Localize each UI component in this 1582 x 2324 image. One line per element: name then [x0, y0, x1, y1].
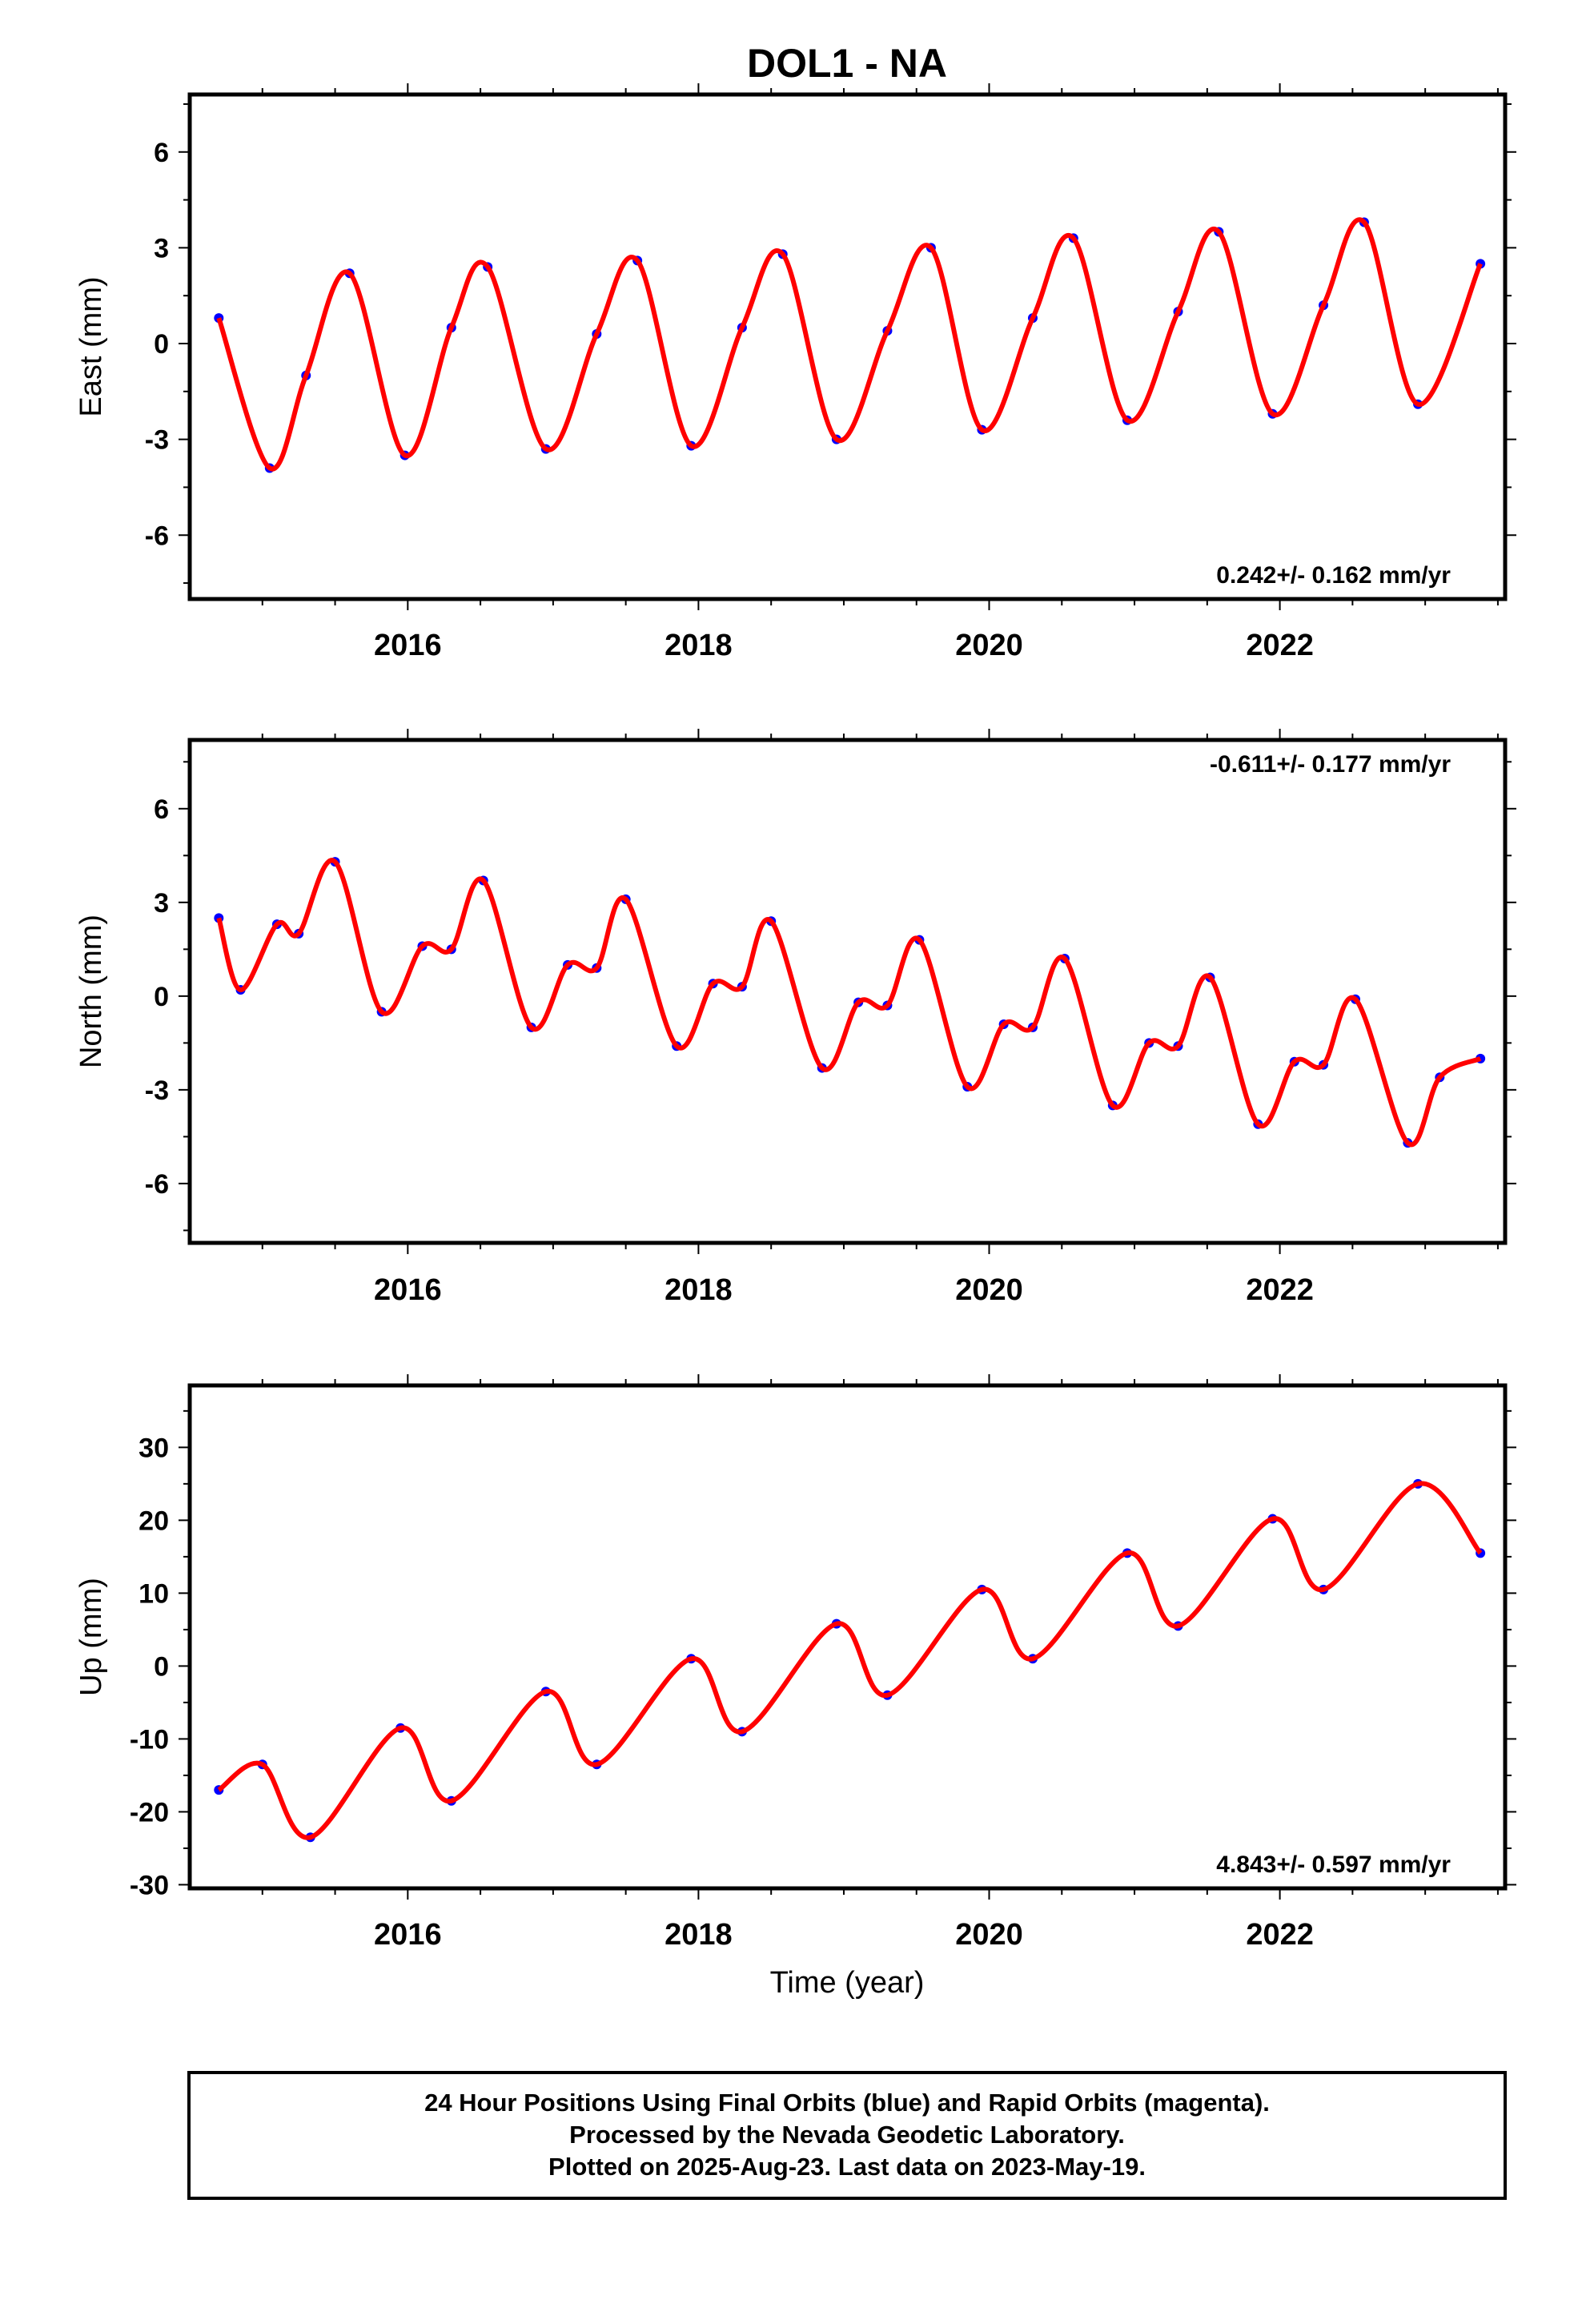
east-y-tick-label: 0: [154, 329, 169, 360]
north-y-tick-label: -3: [145, 1076, 169, 1106]
north-rate-label: -0.611+/- 0.177 mm/yr: [1210, 751, 1451, 778]
north-panel: 2016 2018 2020 2022 -6 -3 0 3 6 North (mm) -0.611+…: [74, 729, 1516, 1307]
east-y-tick-label: 6: [154, 138, 169, 168]
up-y-axis-label: Up (mm): [74, 1578, 108, 1696]
up-fit-line: [217, 1481, 1483, 1840]
up-rate-label: 4.843+/- 0.597 mm/yr: [1216, 1852, 1451, 1878]
north-x-tick-label: 2016: [374, 1273, 442, 1307]
up-y-tick-label: 30: [139, 1433, 169, 1463]
x-axis-label: Time (year): [770, 1966, 925, 2000]
up-y-tick-label: 10: [139, 1578, 169, 1609]
footer-box: 24 Hour Positions Using Final Orbits (bl…: [187, 2071, 1507, 2200]
east-x-tick-label: 2020: [955, 629, 1023, 662]
up-points: [214, 1478, 1486, 1843]
north-y-axis-label: North (mm): [74, 915, 108, 1068]
footer-line-3: Plotted on 2025-Aug-23. Last data on 202…: [548, 2153, 1146, 2181]
north-x-tick-label: 2020: [955, 1273, 1023, 1307]
up-y-tick-label: -20: [130, 1797, 169, 1827]
up-y-tick-label: 0: [154, 1651, 169, 1682]
up-x-tick-label: 2016: [374, 1918, 442, 1952]
east-y-tick-label: 3: [154, 233, 169, 263]
north-points: [214, 857, 1486, 1148]
up-x-tick-label: 2018: [665, 1918, 733, 1952]
east-y-tick-label: -6: [145, 521, 169, 551]
north-fit-line: [216, 858, 1482, 1148]
up-x-tick-label: 2020: [955, 1918, 1023, 1952]
up-x-tick-label: 2022: [1246, 1918, 1314, 1952]
figure-title: DOL1 - NA: [747, 41, 947, 86]
footer-frame: [187, 2071, 1507, 2200]
north-y-tick-label: 3: [154, 888, 169, 919]
up-plot-frame: [187, 1383, 1508, 1891]
east-y-tick-label: -3: [145, 425, 169, 456]
east-x-tick-label: 2022: [1246, 629, 1314, 662]
footer-line-2: Processed by the Nevada Geodetic Laborat…: [569, 2121, 1125, 2149]
east-x-tick-label: 2018: [665, 629, 733, 662]
up-y-tick-label: -30: [130, 1870, 169, 1900]
north-plot-frame: [187, 738, 1508, 1245]
east-plot-frame: [187, 92, 1508, 601]
east-y-axis-label: East (mm): [74, 276, 108, 416]
up-y-tick-label: 20: [139, 1506, 169, 1536]
east-x-tick-label: 2016: [374, 629, 442, 662]
north-y-tick-label: 0: [154, 982, 169, 1012]
north-y-tick-label: -6: [145, 1169, 169, 1200]
north-x-tick-label: 2022: [1246, 1273, 1314, 1307]
east-rate-label: 0.242+/- 0.162 mm/yr: [1216, 562, 1451, 589]
east-fit-line: [216, 217, 1483, 472]
east-panel: 2016 2018 2020 2022 -6 -3 0 3 6 East (mm) 0.242+/-…: [74, 83, 1516, 662]
up-y-tick-label: -10: [130, 1724, 169, 1755]
footer-line-1: 24 Hour Positions Using Final Orbits (bl…: [424, 2089, 1270, 2117]
north-x-tick-label: 2018: [665, 1273, 733, 1307]
north-y-tick-label: 6: [154, 794, 169, 825]
up-panel: 2016 2018 2020 2022 -30 -20 -10 0 10 20 30 Up (mm) 4…: [74, 1374, 1516, 1952]
